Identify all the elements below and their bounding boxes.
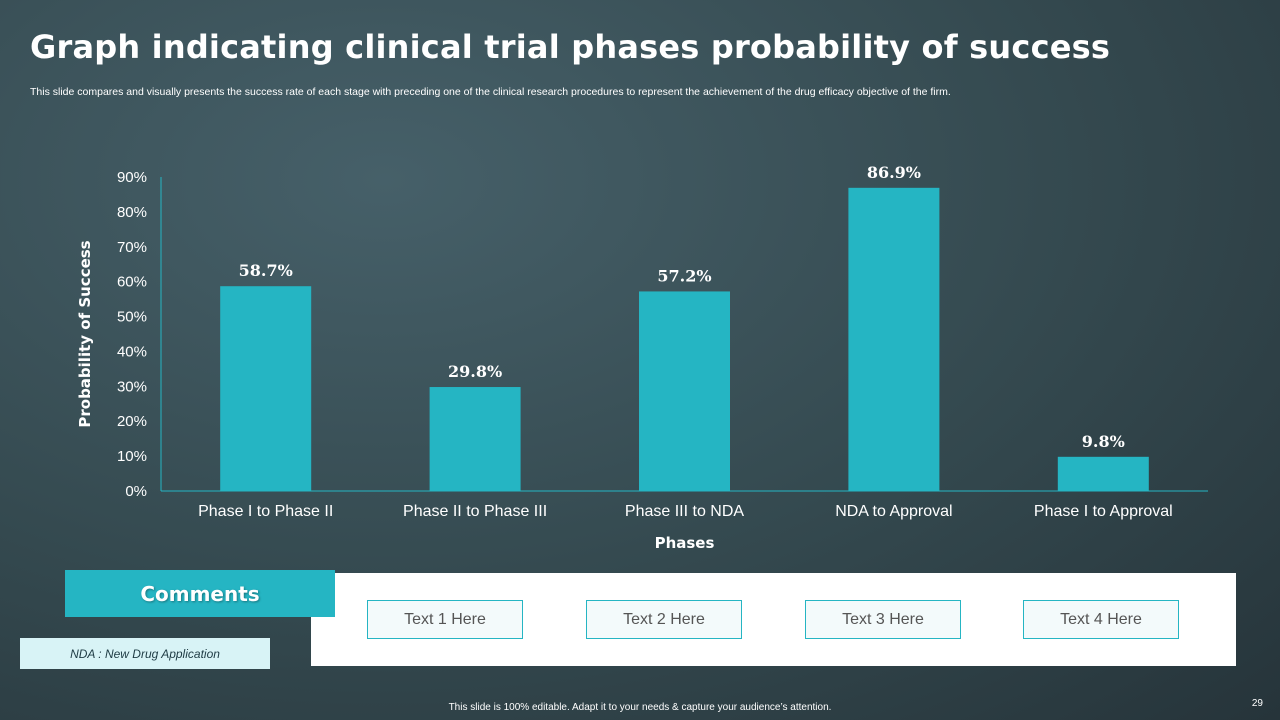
bar: [639, 291, 730, 491]
y-axis-ticks: 0% 10% 20% 30% 40% 50% 60% 70% 80% 90%: [117, 169, 147, 500]
slide-subtitle: This slide compares and visually present…: [30, 86, 951, 98]
bar-value-label: 57.2%: [657, 266, 711, 285]
comment-text-box-1: Text 1 Here: [367, 600, 523, 639]
x-tick-label: Phase III to NDA: [625, 503, 744, 520]
x-tick-label: Phase I to Phase II: [198, 503, 333, 520]
y-tick-label: 30%: [117, 378, 147, 395]
y-tick-label: 90%: [117, 169, 147, 186]
data-labels-group: 58.7% 29.8% 57.2% 86.9% 9.8%: [239, 163, 1125, 451]
comment-text-box-4: Text 4 Here: [1023, 600, 1179, 639]
y-tick-label: 60%: [117, 274, 147, 291]
bar-value-label: 9.8%: [1082, 432, 1125, 451]
y-tick-label: 40%: [117, 343, 147, 360]
bar: [429, 387, 521, 491]
bar-value-label: 29.8%: [448, 362, 502, 381]
slide-title: Graph indicating clinical trial phases p…: [30, 28, 1111, 66]
bar: [220, 286, 312, 491]
comment-text-box-2: Text 2 Here: [586, 600, 742, 639]
y-tick-label: 10%: [117, 448, 147, 465]
comments-header: Comments: [65, 570, 335, 617]
x-tick-label: Phase I to Approval: [1034, 503, 1173, 520]
bar: [848, 187, 940, 491]
bar-value-label: 86.9%: [867, 163, 921, 182]
x-tick-label: NDA to Approval: [835, 503, 952, 520]
bar-value-label: 58.7%: [239, 261, 293, 280]
nda-footnote: NDA : New Drug Application: [20, 638, 270, 669]
x-tick-label: Phase II to Phase III: [403, 503, 547, 520]
y-axis-title: Probability of Success: [76, 240, 94, 427]
bar-chart: 0% 10% 20% 30% 40% 50% 60% 70% 80% 90% Phase I to…: [76, 163, 1208, 552]
bars-group: [220, 187, 1149, 491]
y-tick-label: 50%: [117, 309, 147, 326]
footer-note: This slide is 100% editable. Adapt it to…: [448, 702, 832, 713]
y-tick-label: 70%: [117, 239, 147, 256]
x-axis-labels: Phase I to Phase II Phase II to Phase III…: [198, 503, 1173, 520]
page-number: 29: [1251, 698, 1263, 709]
x-axis-title: Phases: [655, 534, 715, 552]
y-tick-label: 80%: [117, 204, 147, 221]
y-tick-label: 20%: [117, 413, 147, 430]
bar: [1057, 456, 1149, 491]
comment-text-box-3: Text 3 Here: [805, 600, 961, 639]
y-tick-label: 0%: [125, 483, 147, 500]
